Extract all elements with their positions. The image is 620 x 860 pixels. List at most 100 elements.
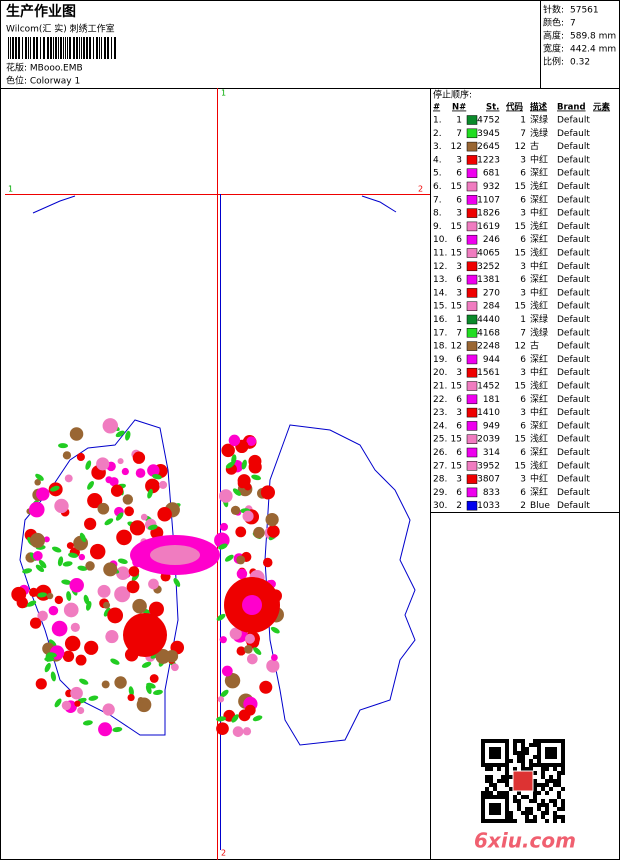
color-swatch — [466, 367, 478, 378]
flower — [216, 722, 229, 736]
row-needle: 3 — [456, 408, 462, 418]
bar — [12, 37, 14, 59]
qr-module — [485, 791, 489, 795]
qr-module — [545, 747, 549, 751]
qr-module — [529, 819, 533, 823]
qr-module — [545, 755, 549, 759]
row-brand: Default — [557, 129, 590, 139]
row-stitches: 932 — [483, 182, 500, 192]
bar — [114, 37, 116, 59]
row-stitches: 949 — [483, 421, 500, 431]
qr-module — [561, 771, 565, 775]
row-stitches: 3252 — [477, 262, 500, 272]
row-brand: Default — [557, 249, 590, 259]
leaf — [218, 543, 228, 550]
flower — [77, 706, 85, 715]
qr-module — [505, 783, 509, 787]
row-needle: 3 — [456, 288, 462, 298]
leaf — [112, 726, 123, 733]
leaf — [103, 607, 111, 617]
qr-module — [541, 799, 545, 803]
qr-module — [493, 783, 497, 787]
qr-module — [505, 791, 509, 795]
qr-module — [513, 739, 517, 743]
row-desc: 深红 — [530, 273, 548, 285]
qr-module — [533, 743, 537, 747]
row-brand: Default — [557, 169, 590, 179]
color-swatch — [466, 421, 478, 431]
row-code: 3 — [520, 155, 526, 165]
row-index: 30. — [433, 501, 447, 511]
qr-module — [493, 763, 497, 767]
flower — [242, 727, 252, 736]
row-stitches: 1381 — [477, 275, 500, 285]
qr-module — [517, 803, 521, 807]
leaf — [58, 443, 69, 449]
row-brand: Default — [557, 182, 590, 192]
qr-module — [549, 787, 553, 791]
leaf — [253, 647, 262, 655]
qr-module — [489, 811, 493, 815]
qr-module — [481, 759, 485, 763]
row-code: 6 — [520, 195, 526, 205]
qr-module — [513, 819, 517, 823]
qr-module — [489, 803, 493, 807]
qr-module — [533, 815, 537, 819]
qr-module — [537, 783, 541, 787]
qr-module — [561, 759, 565, 763]
leaf — [38, 559, 47, 569]
qr-module — [501, 763, 505, 767]
stat-label: 高度: — [543, 30, 564, 42]
row-index: 3. — [433, 142, 442, 152]
flower — [29, 617, 42, 629]
row-needle: 1 — [456, 315, 462, 325]
bar — [36, 37, 38, 59]
qr-module — [513, 751, 517, 755]
row-code: 15 — [515, 182, 526, 192]
outline — [19, 419, 179, 736]
leaf — [85, 601, 92, 611]
row-desc: 古 — [530, 140, 539, 152]
color-swatch — [466, 115, 478, 125]
row-brand: Default — [557, 355, 590, 365]
flower — [46, 592, 54, 600]
qr-module — [517, 755, 521, 759]
flower — [221, 443, 235, 458]
row-index: 7. — [433, 195, 442, 205]
stat-value: 589.8 mm — [570, 32, 616, 42]
color-swatch — [466, 248, 478, 258]
row-needle: 6 — [456, 195, 462, 205]
qr-module — [553, 811, 557, 815]
row-stitches: 284 — [483, 302, 500, 312]
bar — [10, 37, 11, 59]
flower — [127, 693, 135, 702]
leaf — [115, 512, 124, 521]
qr-module — [481, 815, 485, 819]
flower — [105, 630, 119, 644]
color-swatch — [466, 447, 478, 458]
qr-module — [505, 819, 509, 823]
qr-module — [553, 751, 557, 755]
qr-module — [489, 779, 493, 783]
flower — [36, 487, 50, 501]
row-needle: 15 — [451, 302, 462, 312]
bar — [73, 37, 75, 59]
qr-module — [505, 779, 509, 783]
leaf — [141, 661, 152, 668]
qr-module — [557, 807, 561, 811]
flower — [101, 680, 110, 689]
row-needle: 6 — [456, 448, 462, 458]
flower — [219, 489, 233, 503]
qr-module — [505, 755, 509, 759]
flower — [128, 566, 140, 577]
leaf — [51, 546, 62, 553]
row-stitches: 246 — [483, 235, 500, 245]
qr-module — [533, 739, 537, 743]
qr-module — [561, 739, 565, 743]
row-brand: Default — [557, 382, 590, 392]
bar — [96, 37, 98, 59]
qr-module — [501, 819, 505, 823]
row-needle: 3 — [456, 209, 462, 219]
qr-module — [481, 803, 485, 807]
